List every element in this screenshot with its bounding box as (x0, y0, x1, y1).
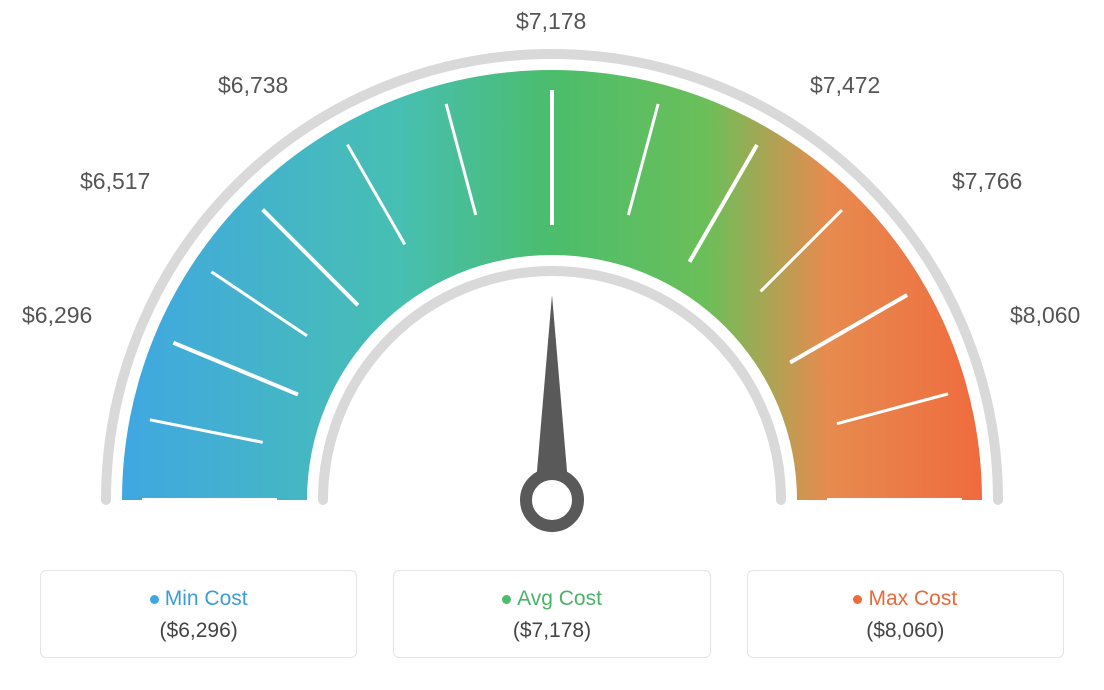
legend-dot-icon (853, 595, 862, 604)
legend-row: Min Cost ($6,296) Avg Cost ($7,178) Max Cost… (0, 570, 1104, 658)
legend-card-min: Min Cost ($6,296) (40, 570, 357, 658)
legend-dot-icon (150, 595, 159, 604)
gauge-container: $6,296 $6,517 $6,738 $7,178 $7,472 $7,766 $8,0… (0, 0, 1104, 560)
gauge-svg (52, 30, 1052, 550)
gauge-tick-label: $7,178 (516, 8, 586, 35)
gauge-needle-hub (526, 474, 578, 526)
gauge-tick-label: $6,738 (218, 72, 288, 99)
gauge-tick-label: $8,060 (1010, 302, 1080, 329)
legend-title-text: Max Cost (868, 587, 957, 610)
legend-dot-icon (502, 595, 511, 604)
legend-value-avg: ($7,178) (412, 619, 691, 643)
legend-value-min: ($6,296) (59, 619, 338, 643)
legend-value-max: ($8,060) (766, 619, 1045, 643)
legend-title-min: Min Cost (59, 587, 338, 611)
legend-card-max: Max Cost ($8,060) (747, 570, 1064, 658)
legend-title-text: Min Cost (165, 587, 248, 610)
gauge-tick-label: $6,517 (80, 168, 150, 195)
gauge-tick-label: $6,296 (22, 302, 92, 329)
gauge-tick-label: $7,766 (952, 168, 1022, 195)
legend-card-avg: Avg Cost ($7,178) (393, 570, 710, 658)
legend-title-avg: Avg Cost (412, 587, 691, 611)
legend-title-max: Max Cost (766, 587, 1045, 611)
gauge-tick-label: $7,472 (810, 72, 880, 99)
legend-title-text: Avg Cost (517, 587, 602, 610)
